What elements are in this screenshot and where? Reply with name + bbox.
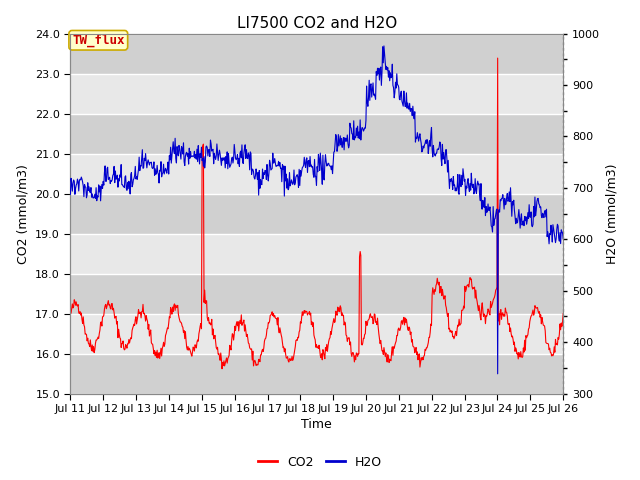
Bar — [70, 114, 563, 154]
Bar — [70, 34, 563, 73]
Text: TW_flux: TW_flux — [72, 34, 125, 47]
Y-axis label: H2O (mmol/m3): H2O (mmol/m3) — [606, 163, 619, 264]
Title: LI7500 CO2 and H2O: LI7500 CO2 and H2O — [237, 16, 397, 31]
Bar — [70, 354, 563, 394]
X-axis label: Time: Time — [301, 418, 332, 431]
Bar — [70, 274, 563, 313]
Legend: CO2, H2O: CO2, H2O — [253, 451, 387, 474]
Bar — [70, 193, 563, 234]
Y-axis label: CO2 (mmol/m3): CO2 (mmol/m3) — [17, 164, 29, 264]
